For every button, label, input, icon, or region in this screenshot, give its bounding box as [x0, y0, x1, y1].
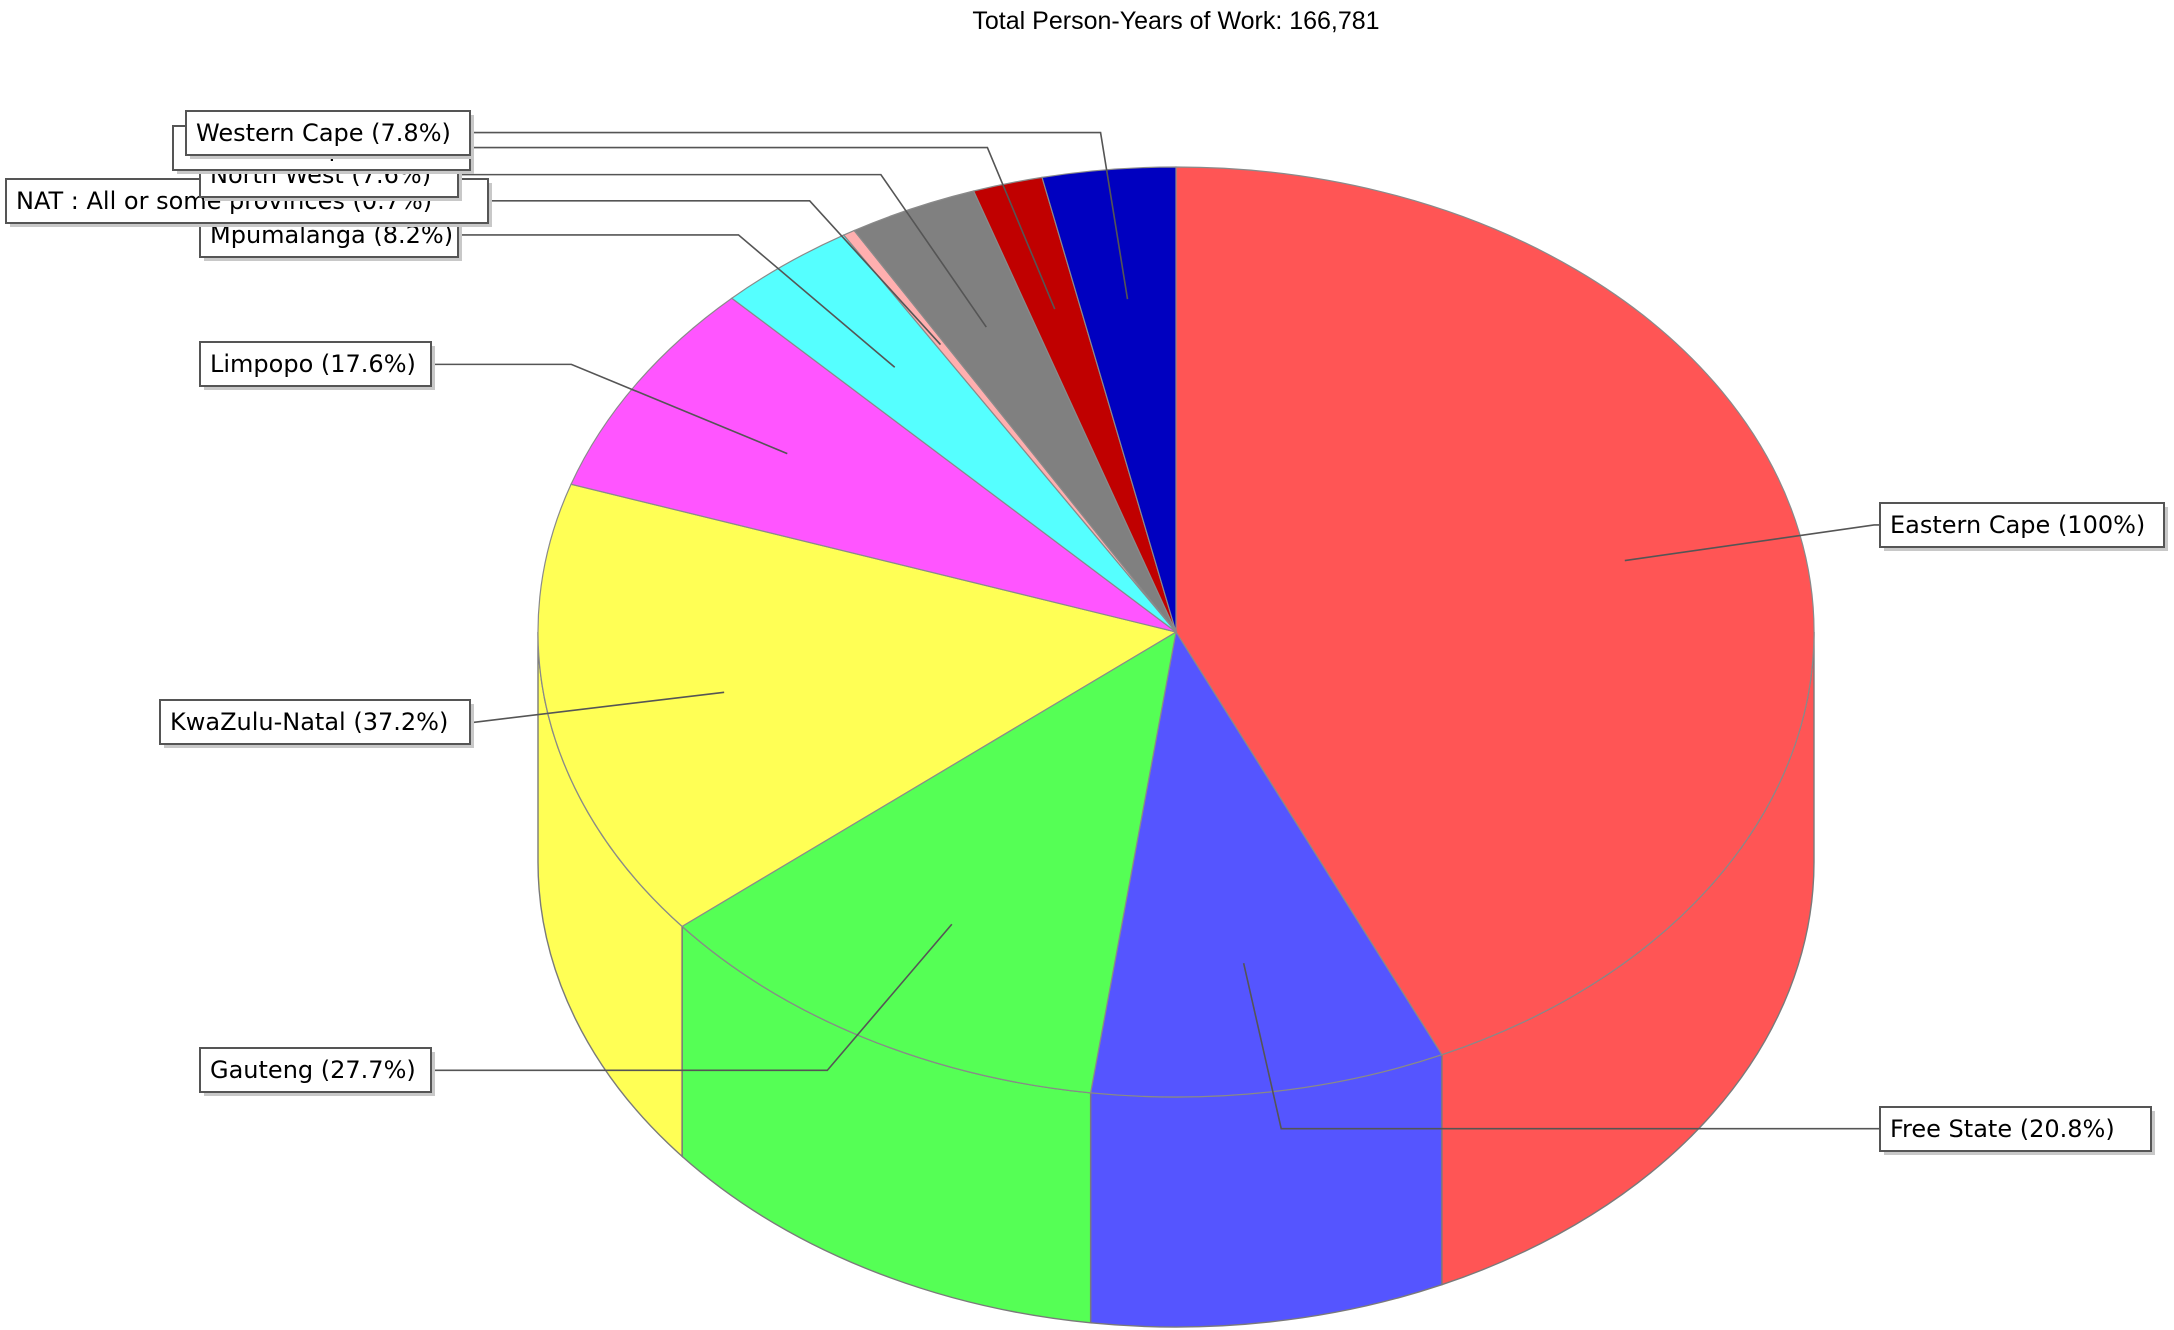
callout-limpopo: Limpopo (17.6%) — [199, 341, 435, 390]
callout-label: Gauteng (27.7%) — [210, 1056, 416, 1084]
pie-side-walls — [537, 631, 1815, 1328]
leader-line-western-cape — [470, 131, 1129, 300]
callout-box — [185, 110, 471, 156]
callout-box — [1879, 1106, 2152, 1152]
callout-western-cape: Western Cape (7.8%) — [185, 110, 474, 159]
callout-percent: (27.7%) — [313, 1056, 416, 1084]
callout-labels: Eastern Cape (100%) Free State (20.8%) Gau… — [5, 110, 2168, 1155]
leader-line-northern-cape — [470, 146, 1056, 310]
pie-slice-gauteng — [681, 630, 1177, 1094]
leader-line-north-west — [458, 173, 987, 328]
callout-kwazulu-natal: KwaZulu-Natal (37.2%) — [159, 699, 474, 748]
callout-eastern-cape: Eastern Cape (100%) — [1879, 502, 2168, 551]
callout-percent: (37.2%) — [346, 708, 449, 736]
pie-slice-kwazulu-natal — [537, 483, 1178, 928]
pie-slice-limpopo — [570, 297, 1177, 633]
callout-box — [199, 341, 432, 387]
pie-top-faces — [537, 166, 1815, 1098]
callout-percent: (100%) — [2050, 511, 2145, 539]
callout-label: Limpopo (17.6%) — [210, 350, 416, 378]
pie-slice-western-cape — [1041, 166, 1177, 633]
leader-line-nat-all-or-some-provinces — [488, 200, 942, 346]
callout-label: Free State (20.8%) — [1890, 1115, 2115, 1143]
pie-slice-free-state — [1089, 630, 1443, 1098]
leader-line-free-state — [1242, 962, 1880, 1130]
leader-line-eastern-cape — [1624, 524, 1880, 562]
leader-line-gauteng — [431, 923, 953, 1072]
callout-label: Eastern Cape (100%) — [1890, 511, 2145, 539]
callout-label: Western Cape (7.8%) — [196, 119, 451, 147]
chart-title: Total Person-Years of Work: 166,781 — [972, 7, 1379, 35]
callout-box — [159, 699, 471, 745]
pie-slice-eastern-cape — [1175, 166, 1815, 1056]
callout-free-state: Free State (20.8%) — [1879, 1106, 2155, 1155]
callout-percent: (7.8%) — [364, 119, 451, 147]
callout-box — [1879, 502, 2165, 548]
callout-box — [199, 1047, 432, 1093]
callout-gauteng: Gauteng (27.7%) — [199, 1047, 435, 1096]
callout-label: KwaZulu-Natal (37.2%) — [170, 708, 448, 736]
leader-line-mpumalanga — [458, 234, 896, 368]
callout-percent: (17.6%) — [313, 350, 416, 378]
leader-line-limpopo — [431, 363, 788, 455]
callout-percent: (20.8%) — [2012, 1115, 2115, 1143]
